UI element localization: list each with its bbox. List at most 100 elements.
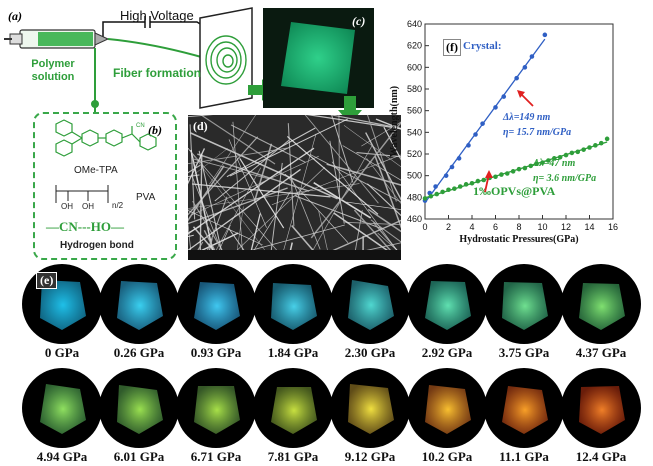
data-point: [504, 171, 510, 176]
data-point: [529, 54, 535, 59]
data-point: [428, 193, 434, 199]
pressure-label: 4.94 GPa: [36, 449, 88, 464]
data-point: [449, 164, 455, 170]
pva-oh-label-2: OH: [82, 202, 94, 211]
polymer-label-line1: Polymer: [31, 58, 75, 70]
pva-n2-label: n/2: [112, 201, 124, 210]
x-axis-label: Hydrostatic Pressures(GPa): [459, 234, 578, 245]
pressure-image: [253, 264, 333, 344]
pressure-image: [22, 368, 102, 448]
pressure-label: 0.93 GPa: [190, 345, 242, 360]
x-tick-label: 10: [537, 222, 547, 232]
pressure-image: [484, 368, 564, 448]
high-voltage-label: High Voltage: [120, 8, 194, 23]
pressure-label: 10.2 GPa: [421, 449, 473, 464]
data-point: [546, 158, 551, 163]
pressure-image: [99, 368, 179, 448]
data-point: [575, 149, 581, 155]
data-point: [598, 140, 604, 146]
data-point: [480, 121, 485, 126]
panel-c-image: [263, 8, 374, 108]
pressure-image: [561, 368, 641, 448]
data-point: [522, 65, 528, 70]
data-point: [581, 147, 586, 152]
pressure-image: [407, 368, 487, 448]
svg-text:CN: CN: [136, 123, 145, 129]
y-tick-label: 640: [407, 19, 422, 29]
x-tick-label: 6: [493, 222, 498, 232]
pressure-image: [99, 264, 179, 344]
data-point: [493, 105, 498, 110]
data-point: [569, 150, 575, 156]
data-point: [473, 132, 478, 137]
data-point: [457, 184, 463, 189]
cn-ho-label: —CN---HO—: [46, 219, 124, 234]
x-tick-label: 12: [561, 222, 571, 232]
x-tick-label: 0: [422, 222, 427, 232]
data-point: [534, 161, 539, 167]
data-point: [501, 94, 507, 99]
data-point: [593, 143, 598, 148]
ome-tpa-structure: CN: [55, 119, 157, 157]
pressure-images-row-1: [22, 264, 642, 344]
pressure-image: [176, 368, 256, 448]
data-point: [542, 32, 548, 38]
pva-structure: [55, 185, 109, 203]
pressure-image: [176, 264, 256, 344]
pressure-image: [330, 264, 410, 344]
fiber-formation-label: Fiber formation: [113, 66, 202, 80]
data-point: [446, 187, 451, 193]
pressure-label: 0 GPa: [44, 345, 80, 360]
panel-a-letter: (a): [8, 9, 22, 23]
y-tick-label: 580: [407, 84, 422, 94]
data-point: [516, 166, 522, 172]
pressure-label: 6.01 GPa: [113, 449, 165, 464]
data-point: [422, 196, 428, 201]
data-point: [522, 165, 528, 171]
data-point: [528, 163, 534, 169]
data-point: [443, 173, 449, 178]
data-point: [604, 136, 610, 142]
pressure-image: [22, 264, 102, 344]
y-axis-label: Wavelength(nm): [389, 86, 400, 157]
data-point: [551, 156, 557, 161]
electrospinning-diagram: [4, 7, 265, 112]
panel-b-box: [33, 112, 177, 260]
panel-b-letter: (b): [148, 123, 162, 137]
y-tick-label: 560: [407, 106, 422, 116]
data-point: [452, 186, 457, 191]
crystal-annotation: Δλ=149 nm: [502, 112, 550, 123]
pressure-image: [330, 368, 410, 448]
x-tick-label: 4: [469, 222, 474, 232]
pressure-label: 2.92 GPa: [421, 345, 473, 360]
series-name-crystal: Crystal:: [463, 40, 502, 52]
data-point: [510, 169, 516, 174]
y-tick-label: 540: [407, 127, 422, 137]
panel-f-letter: (f): [443, 39, 461, 56]
data-point: [456, 156, 462, 161]
polymer-solution-label: Polymer solution: [18, 58, 88, 84]
pressure-label: 7.81 GPa: [267, 449, 319, 464]
panel-d-letter: (d): [193, 119, 208, 133]
y-tick-label: 480: [407, 192, 422, 202]
data-point: [514, 75, 519, 81]
pressure-image: [253, 368, 333, 448]
data-point: [481, 177, 487, 183]
pva-oh-label-1: OH: [61, 202, 73, 211]
pressure-label: 6.71 GPa: [190, 449, 242, 464]
data-point: [540, 160, 545, 165]
pva-label: PVA: [136, 192, 156, 203]
data-point: [563, 152, 569, 158]
pressure-label: 2.30 GPa: [344, 345, 396, 360]
pva-annotation: Δλ=47 nm: [532, 158, 575, 169]
x-tick-label: 16: [608, 222, 618, 232]
y-tick-label: 600: [407, 62, 422, 72]
series-name-pva: 1‰OPVs@PVA: [473, 184, 556, 198]
pressure-image: [484, 264, 564, 344]
pressure-label: 12.4 GPa: [575, 449, 627, 464]
y-tick-label: 620: [407, 41, 422, 51]
crystal-annotation: η= 15.7 nm/GPa: [503, 127, 571, 138]
panel-f-chart: 460 480 500 520 540 560 580 600 620 640 0 2 4 6 8 10 12 1…: [385, 14, 623, 254]
data-point: [433, 184, 438, 189]
data-point: [469, 180, 475, 186]
